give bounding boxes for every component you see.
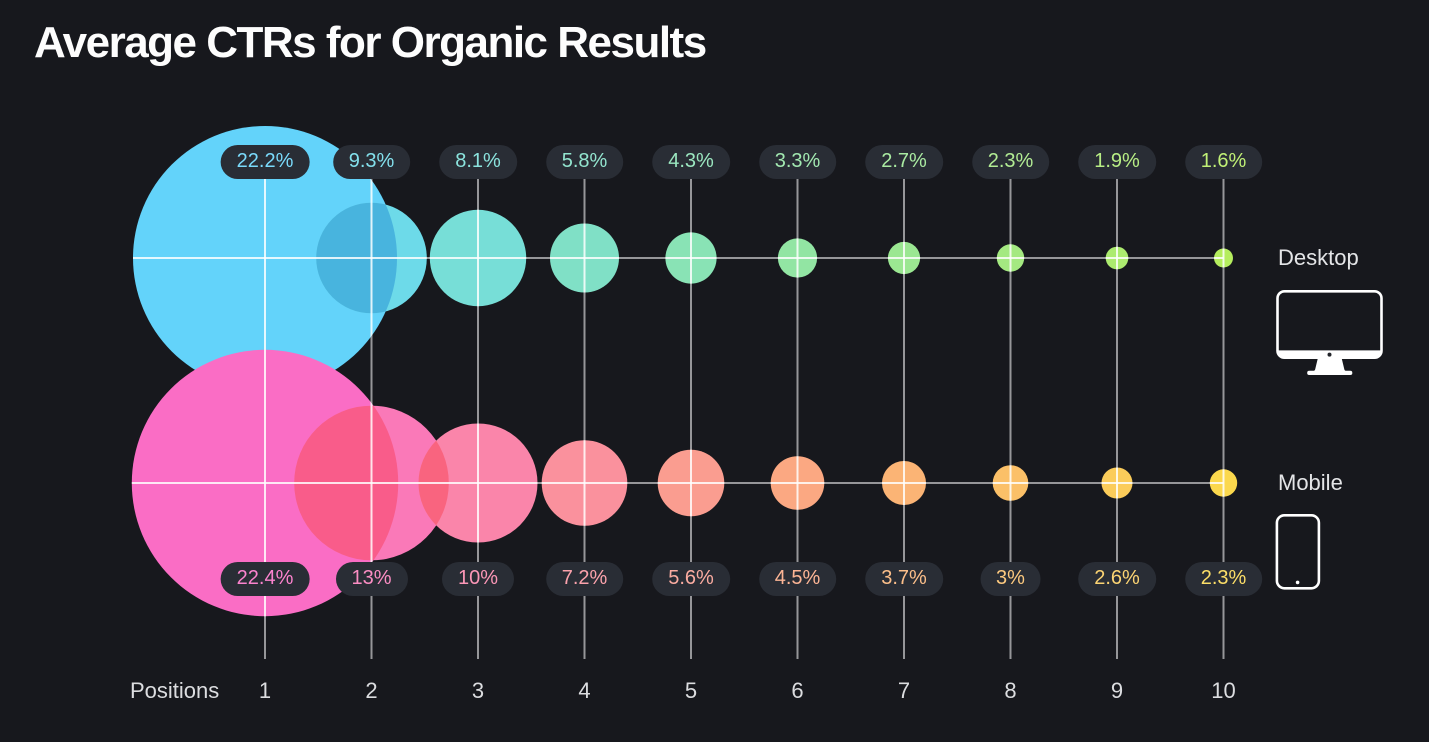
svg-text:1: 1 [259,678,271,703]
svg-text:Mobile: Mobile [1278,470,1343,495]
svg-text:2: 2 [365,678,377,703]
svg-text:5: 5 [685,678,697,703]
svg-text:7: 7 [898,678,910,703]
svg-text:Positions: Positions [130,678,219,703]
svg-text:9: 9 [1111,678,1123,703]
svg-text:Desktop: Desktop [1278,245,1359,270]
svg-text:8: 8 [1004,678,1016,703]
svg-text:10: 10 [1211,678,1235,703]
svg-text:4: 4 [578,678,590,703]
svg-text:6: 6 [791,678,803,703]
svg-text:3: 3 [472,678,484,703]
